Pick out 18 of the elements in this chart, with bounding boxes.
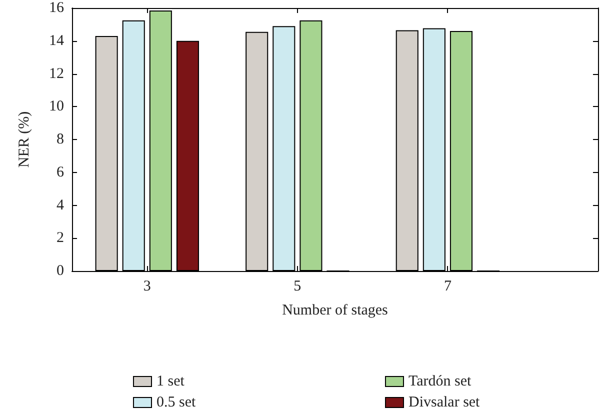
y-tick-label: 0 bbox=[56, 263, 64, 279]
y-tick-label: 16 bbox=[49, 0, 64, 16]
legend-label: 1 set bbox=[156, 374, 186, 390]
y-axis-title: NER (%) bbox=[16, 111, 32, 168]
legend-label: Tardón set bbox=[408, 374, 472, 390]
y-tick-label: 6 bbox=[56, 164, 64, 180]
y-tick-label: 2 bbox=[56, 230, 64, 246]
y-tick-label: 12 bbox=[49, 66, 64, 82]
legend-label: Divsalar set bbox=[408, 394, 481, 410]
legend-label: 0.5 set bbox=[156, 394, 196, 410]
x-tick-label: 3 bbox=[143, 278, 151, 294]
x-tick-label: 5 bbox=[294, 278, 302, 294]
x-axis-title: Number of stages bbox=[282, 302, 388, 318]
x-tick-label: 7 bbox=[444, 278, 452, 294]
y-tick-label: 14 bbox=[49, 32, 64, 49]
y-tick-label: 8 bbox=[56, 132, 64, 148]
y-tick-label: 10 bbox=[49, 98, 64, 115]
y-tick-label: 4 bbox=[56, 197, 64, 214]
